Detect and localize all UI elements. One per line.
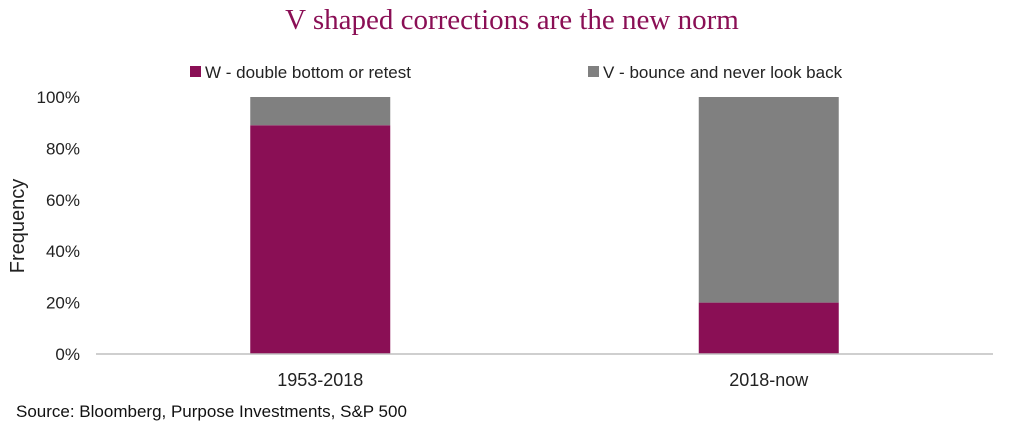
bar-segment-v — [250, 97, 391, 126]
x-axis-labels: 1953-2018 2018-now — [277, 370, 809, 390]
y-tick-label: 20% — [46, 294, 80, 313]
legend-label: V - bounce and never look back — [603, 63, 843, 82]
y-tick-label: 40% — [46, 242, 80, 261]
legend: W - double bottom or retest V - bounce an… — [190, 63, 843, 82]
bar-segment-v — [698, 97, 839, 303]
y-tick-label: 80% — [46, 139, 80, 158]
x-category-label: 2018-now — [729, 370, 809, 390]
legend-swatch — [190, 66, 201, 77]
legend-swatch — [588, 66, 599, 77]
y-axis-ticks: 0% 20% 40% 60% 80% 100% — [37, 88, 80, 364]
page-title: V shaped corrections are the new norm — [285, 4, 739, 36]
bar-segment-w — [698, 302, 839, 354]
bars — [250, 97, 839, 355]
y-tick-label: 60% — [46, 191, 80, 210]
legend-label: W - double bottom or retest — [205, 63, 411, 82]
y-tick-label: 0% — [55, 345, 80, 364]
source-note: Source: Bloomberg, Purpose Investments, … — [16, 402, 407, 421]
x-category-label: 1953-2018 — [277, 370, 363, 390]
stacked-bar-chart: W - double bottom or retest V - bounce an… — [7, 63, 993, 390]
y-axis-title: Frequency — [7, 179, 29, 274]
bar-segment-w — [250, 125, 391, 355]
y-tick-label: 100% — [37, 88, 80, 107]
